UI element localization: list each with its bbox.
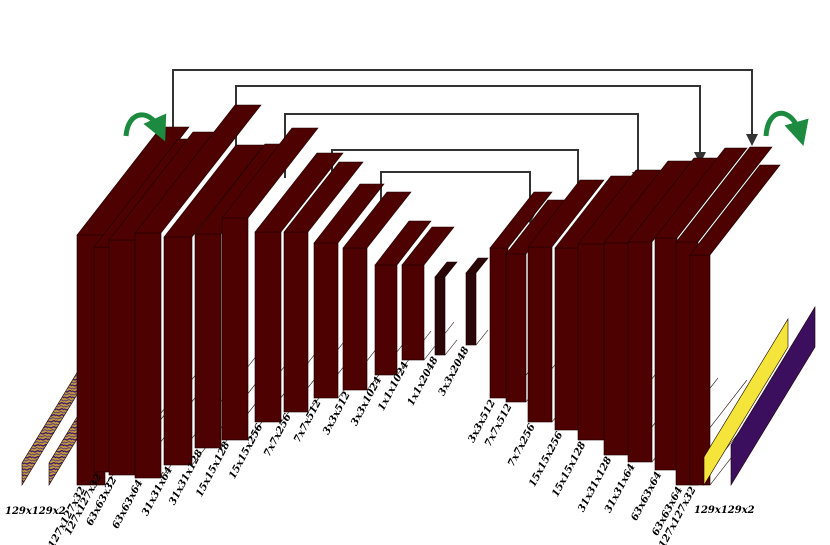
skip-connection-arrow: [172, 69, 758, 146]
skip-connection-arrow: [235, 85, 706, 164]
layer-block: [163, 236, 193, 466]
layer-label: 7x7x256: [506, 422, 538, 468]
layer-block: [401, 226, 455, 266]
layer-block: [396, 330, 432, 376]
layer-block: [374, 220, 432, 266]
layer-block: [689, 254, 711, 486]
layer-block: [254, 152, 344, 233]
layer-block: [603, 242, 631, 456]
curved-arrow-icon: [763, 110, 809, 147]
layer-block: [465, 272, 477, 346]
layer-block: [108, 239, 136, 476]
layer-block: [444, 339, 458, 356]
layer-block: [554, 247, 582, 431]
layer-block: [194, 233, 222, 449]
layer-block: [627, 241, 653, 463]
layer-block: [689, 164, 781, 256]
output-label: 129x129x2: [694, 505, 755, 516]
layer-block: [313, 183, 385, 244]
skip-connection-arrow: [380, 171, 536, 224]
layer-block: [654, 237, 678, 471]
layer-label: 15x15x128: [194, 440, 232, 499]
curved-arrow-icon: [123, 112, 167, 142]
layer-stack: [21, 104, 816, 487]
layer-block: [489, 247, 509, 399]
layer-block: [283, 231, 309, 413]
layer-block: [489, 191, 553, 249]
layer-block: [434, 276, 446, 356]
layer-block: [283, 161, 364, 233]
layer-block: [342, 191, 412, 249]
input-label: 129x129x2: [5, 506, 66, 517]
layer-block: [577, 243, 605, 441]
output-slice-purple: [730, 305, 816, 487]
layer-block: [475, 329, 489, 346]
layer-label: 1x1x2048: [406, 355, 441, 408]
output-slice-yellow: [703, 317, 789, 487]
layer-block: [654, 147, 748, 239]
layer-block: [675, 146, 773, 243]
layer-block: [434, 261, 458, 278]
layer-block: [76, 126, 190, 236]
layer-block: [134, 104, 262, 234]
layer-block: [374, 264, 398, 376]
layer-block: [527, 179, 605, 248]
layer-block: [254, 231, 282, 423]
layer-block: [527, 246, 553, 423]
layer-block: [134, 232, 162, 479]
layer-block: [505, 253, 527, 403]
layer-block: [221, 217, 249, 441]
layer-block: [423, 321, 455, 361]
layer-block: [465, 257, 489, 274]
layer-block: [221, 127, 319, 219]
layer-block: [401, 264, 425, 361]
layer-block: [342, 247, 368, 391]
layer-block: [313, 242, 339, 399]
